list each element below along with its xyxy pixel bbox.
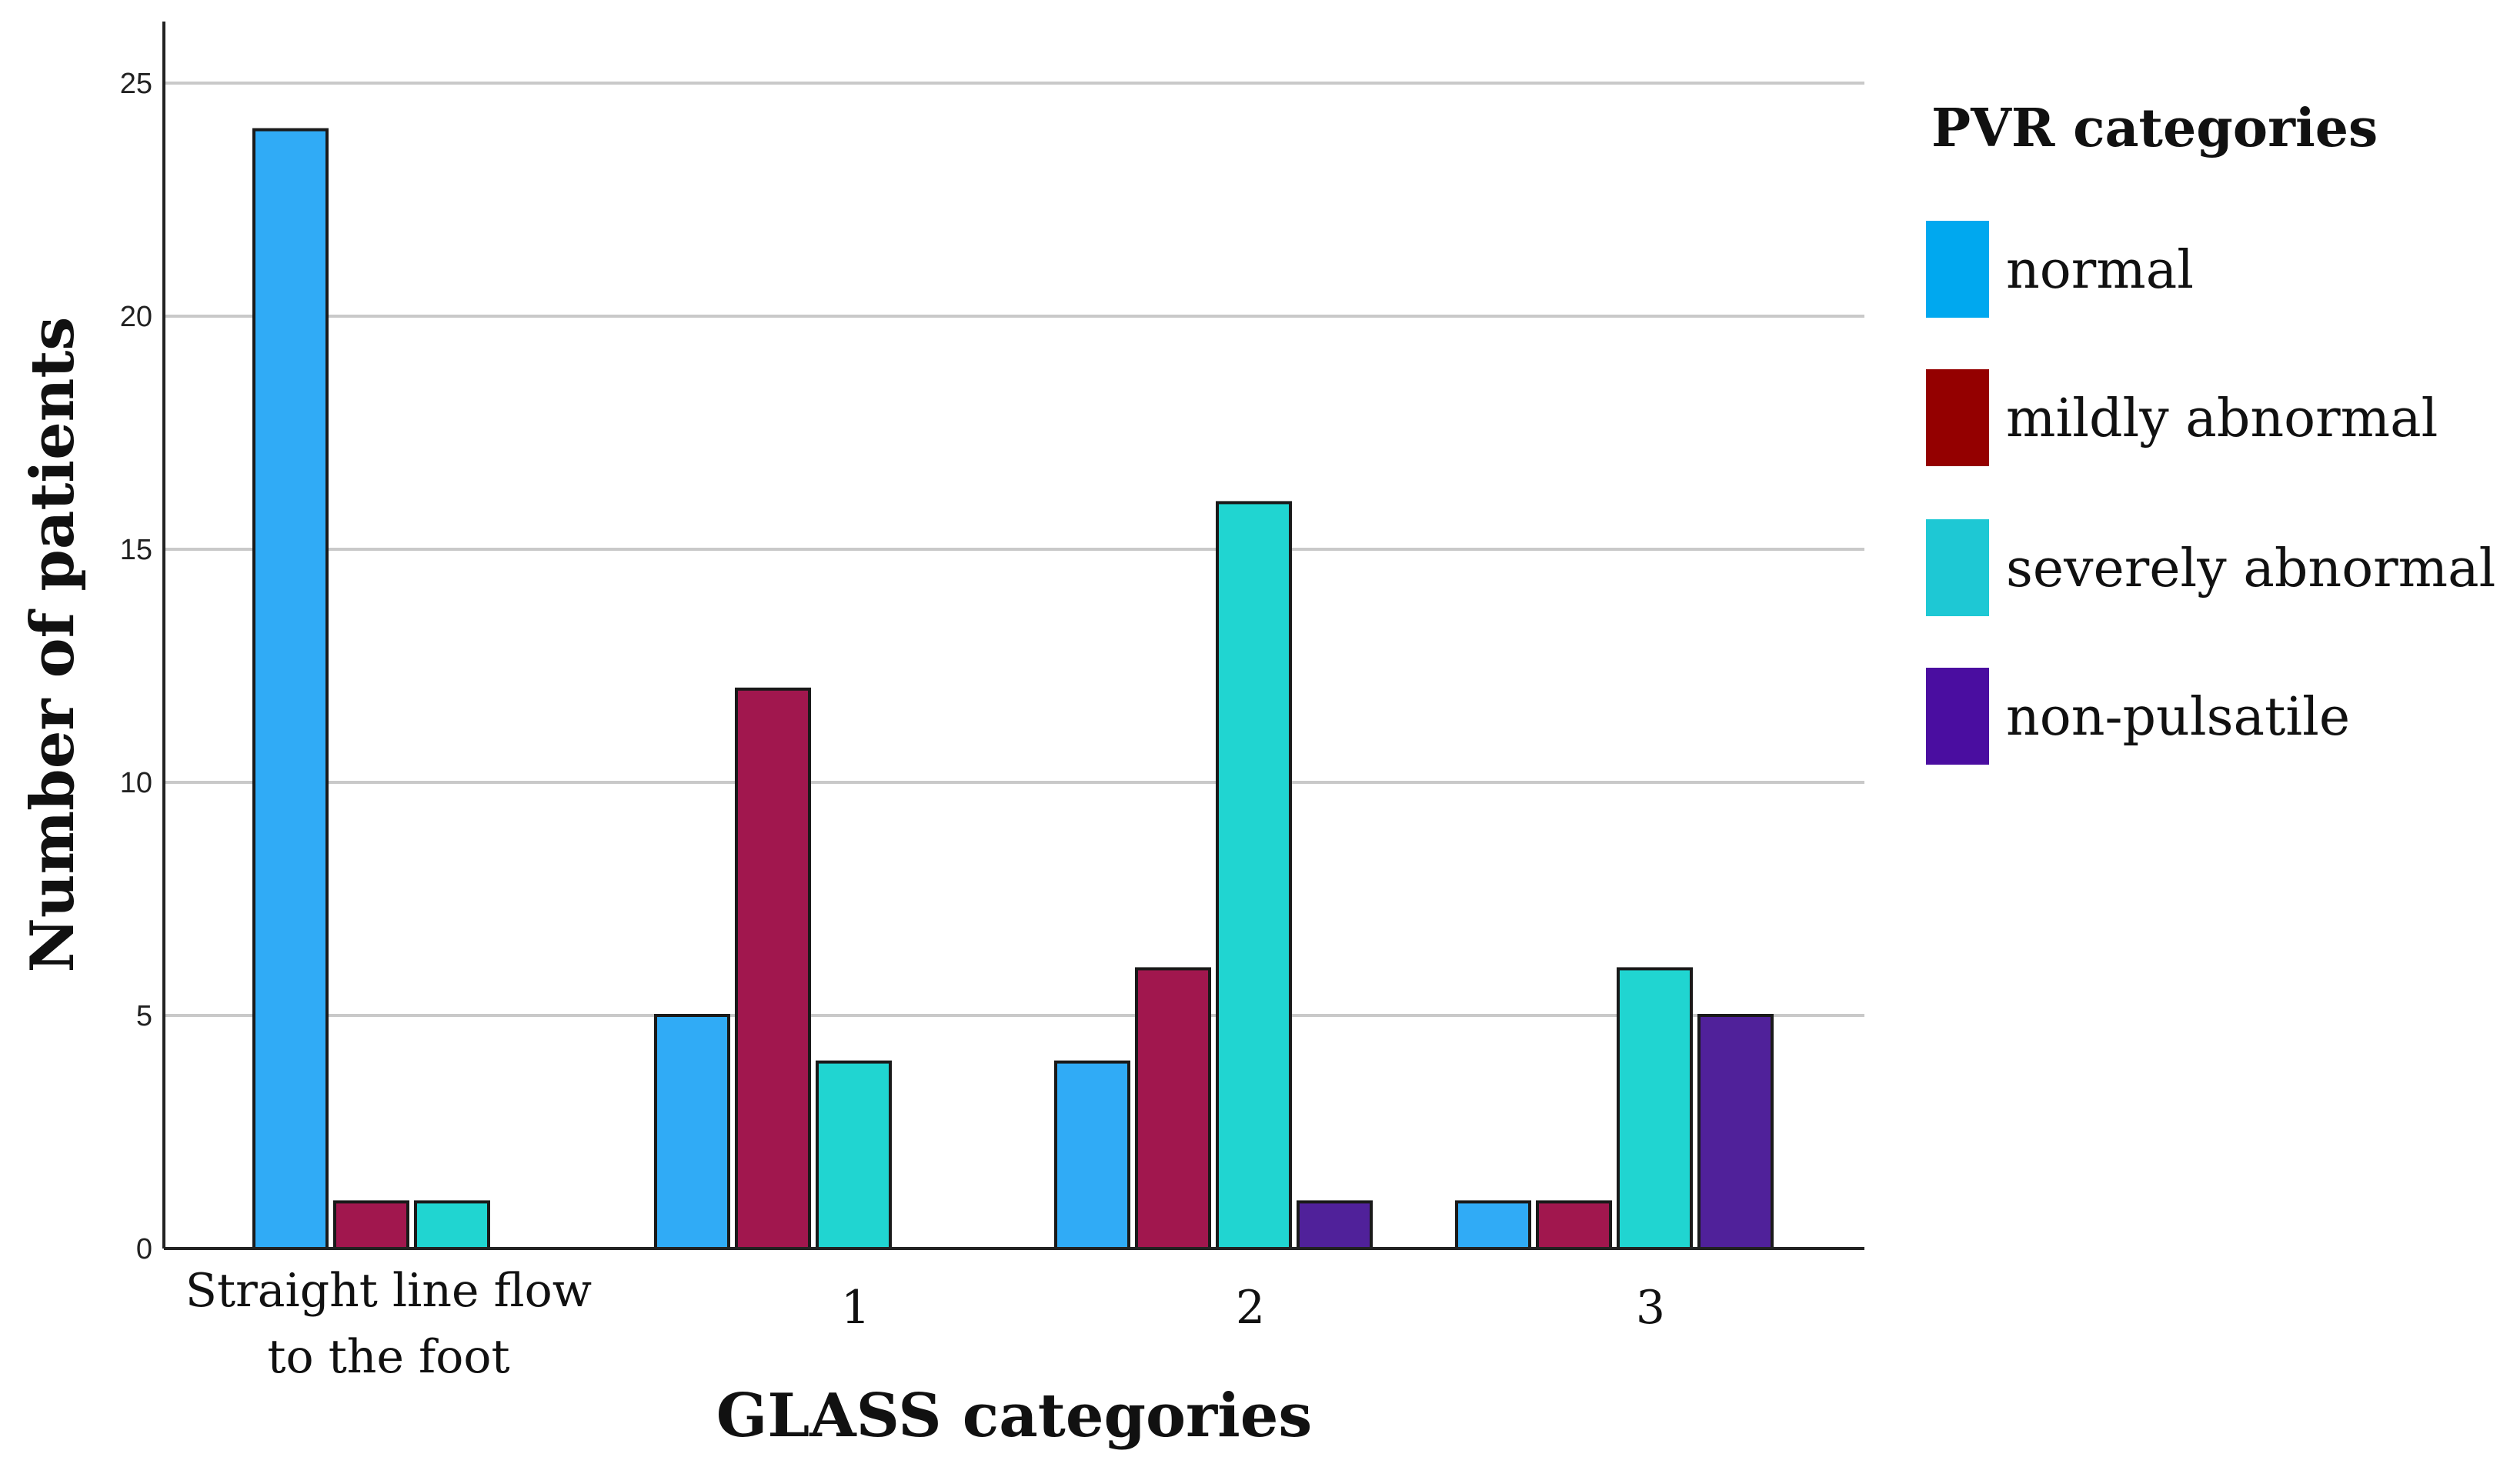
x-category-label: Straight line flow to the foot	[185, 1264, 592, 1384]
bar-severely-abnormal-cat2	[1216, 501, 1292, 1250]
legend-swatch-mildly-abnormal	[1926, 369, 1989, 466]
y-tick-label: 5	[136, 1000, 152, 1032]
bar-mildly-abnormal-cat2	[1135, 967, 1211, 1251]
bar-mildly-abnormal-cat1	[735, 687, 811, 1250]
y-tick-label: 15	[120, 534, 152, 566]
y-tick-label: 10	[120, 767, 152, 799]
legend-swatch-severely-abnormal	[1926, 519, 1989, 616]
bar-mildly-abnormal-cat0	[333, 1200, 409, 1251]
legend-label-severely-abnormal: severely abnormal	[2006, 538, 2495, 599]
bar-normal-cat0	[252, 128, 329, 1251]
y-axis-title: Number of patients	[18, 317, 88, 973]
legend-label-mildly-abnormal: mildly abnormal	[2006, 388, 2438, 449]
legend-title: PVR categories	[1931, 98, 2378, 159]
bar-mildly-abnormal-cat3	[1536, 1200, 1612, 1251]
bar-severely-abnormal-cat3	[1617, 967, 1693, 1251]
legend-swatch-normal	[1926, 221, 1989, 318]
bar-normal-cat3	[1455, 1200, 1531, 1251]
y-tick-label: 20	[120, 301, 152, 333]
y-tick-labels: 0 5 10 15 20 25	[120, 68, 152, 1265]
x-category-labels: Straight line flow to the foot 1 2 3	[185, 1264, 1665, 1384]
legend-label-normal: normal	[2006, 240, 2194, 301]
legend-swatch-non-pulsatile	[1926, 668, 1989, 765]
bar-severely-abnormal-cat0	[414, 1200, 490, 1251]
bar-non-pulsatile-cat2	[1297, 1200, 1373, 1251]
bar-normal-cat2	[1054, 1060, 1130, 1250]
bar-normal-cat1	[654, 1014, 730, 1250]
gridlines	[164, 82, 1864, 1017]
bar-non-pulsatile-cat3	[1697, 1014, 1774, 1250]
bars	[252, 128, 1774, 1251]
axes	[162, 22, 1864, 1250]
bar-severely-abnormal-cat1	[816, 1060, 892, 1250]
x-category-label: 3	[1636, 1281, 1665, 1335]
legend: normal mildly abnormal severely abnormal no…	[1926, 221, 2495, 765]
x-category-label: 1	[841, 1281, 870, 1335]
x-axis-title: GLASS categories	[716, 1381, 1313, 1451]
y-tick-label: 0	[136, 1233, 152, 1265]
x-category-label: 2	[1236, 1281, 1265, 1335]
y-tick-label: 25	[120, 68, 152, 100]
legend-label-non-pulsatile: non-pulsatile	[2006, 687, 2350, 748]
